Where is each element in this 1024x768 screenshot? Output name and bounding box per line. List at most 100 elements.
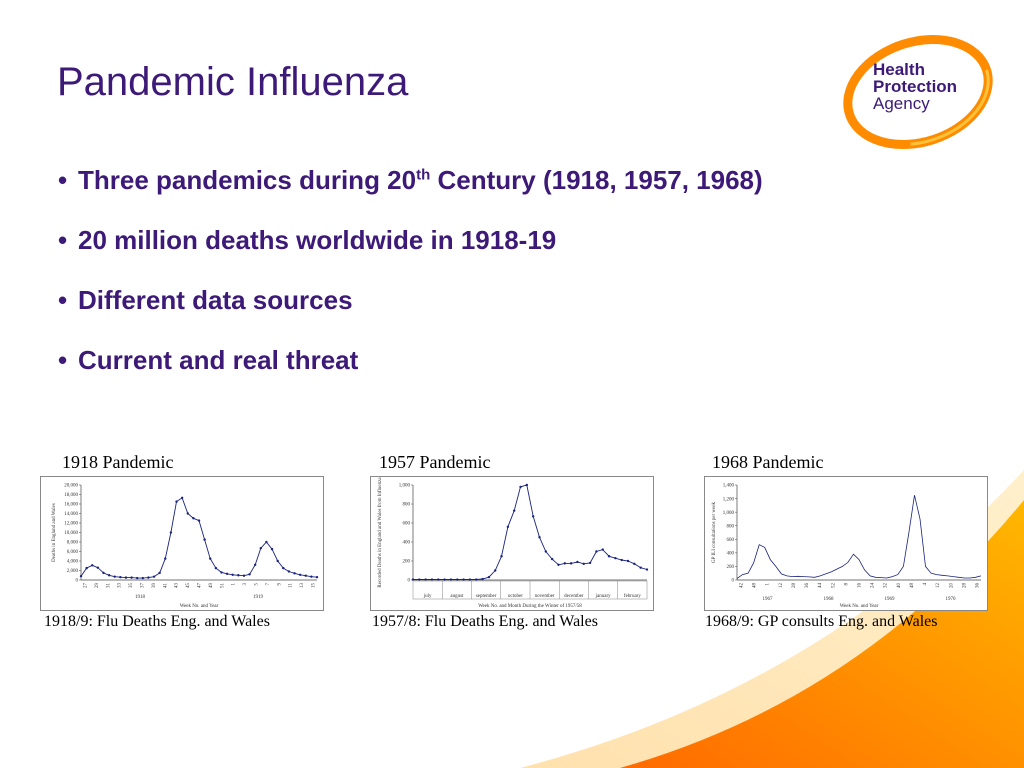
data-point	[645, 568, 649, 571]
x-tick-label: 42	[740, 583, 745, 589]
month-label: august	[450, 594, 464, 599]
hpa-logo-icon	[843, 34, 993, 150]
y-tick-label: 800	[403, 503, 411, 508]
x-tick-label: 7	[266, 583, 271, 586]
chart-3-caption: 1968/9: GP consults Eng. and Wales	[705, 613, 938, 630]
x-tick-label: 12	[936, 583, 941, 589]
data-point	[197, 519, 201, 522]
page-title: Pandemic Influenza	[57, 60, 409, 104]
data-point	[512, 509, 516, 512]
x-tick-label: 36	[805, 583, 810, 589]
x-tick-label: 48	[753, 583, 758, 589]
data-point	[418, 578, 421, 581]
data-point	[135, 576, 139, 580]
x-tick-label: 5	[255, 583, 260, 586]
data-point	[576, 560, 579, 564]
month-label: january	[595, 594, 611, 599]
x-tick-label: 45	[186, 583, 191, 589]
x-tick-label: 8	[844, 583, 849, 586]
year-label: 1968	[824, 597, 835, 602]
y-tick-label: 1,000	[399, 484, 411, 489]
data-point	[259, 546, 263, 550]
data-point	[175, 500, 178, 503]
data-point	[282, 566, 285, 570]
y-tick-label: 800	[727, 524, 735, 529]
logo-text: Health Protection Agency	[873, 61, 957, 112]
series-line	[413, 484, 648, 580]
data-point	[544, 550, 548, 553]
x-tick-label: 24	[871, 583, 876, 589]
chart-3: 0 200 400 600 800 1,000 1,200 1,400 GP ILI consu…	[704, 476, 988, 611]
data-point	[614, 556, 617, 560]
data-point	[169, 531, 173, 534]
y-tick-label: 6,000	[67, 550, 79, 555]
month-label: september	[476, 594, 497, 599]
x-tick-label: 4	[923, 583, 928, 586]
bullet-text: Current and real threat	[78, 345, 359, 375]
data-point	[582, 562, 585, 566]
y-tick-label: 12,000	[64, 522, 78, 527]
y-tick-label: 200	[403, 560, 411, 565]
chart-2: 0 200 400 600 800 1,000 Recorded Deaths in Eng…	[370, 476, 654, 611]
chart-3-svg: 0 200 400 600 800 1,000 1,200 1,400 GP ILI consu…	[712, 484, 982, 609]
data-point	[164, 557, 167, 560]
x-tick-label: 47	[198, 583, 203, 589]
y-tick-label: 600	[727, 538, 735, 543]
data-point	[237, 574, 240, 577]
chart-2-caption: 1957/8: Flu Deaths Eng. and Wales	[372, 613, 598, 630]
data-point	[639, 566, 642, 569]
data-point	[487, 575, 491, 579]
y-tick-label: 600	[403, 522, 411, 527]
x-tick-label: 37	[141, 583, 146, 589]
data-point	[588, 561, 592, 565]
y-tick-label: 20,000	[64, 484, 78, 489]
data-point	[130, 576, 133, 579]
x-tick-label: 33	[118, 583, 123, 589]
data-point	[500, 555, 503, 558]
chart-3-title: 1968 Pandemic	[712, 452, 824, 472]
data-point	[220, 571, 223, 574]
x-tick-label: 48	[910, 583, 915, 589]
bullet-dot-icon: •	[58, 225, 68, 255]
data-point	[443, 578, 446, 581]
bullet-dot-icon: •	[58, 345, 68, 375]
data-point	[214, 566, 218, 570]
x-tick-label: 28	[792, 583, 797, 589]
bullet-sup: th	[416, 166, 431, 184]
data-point	[287, 570, 291, 573]
y-tick-label: 2,000	[67, 569, 79, 574]
data-point	[242, 574, 246, 577]
x-axis-label: Week No. and Year	[180, 604, 219, 609]
data-point	[102, 571, 105, 575]
data-point	[569, 562, 573, 565]
x-tick-label: 13	[300, 583, 305, 589]
x-tick-label: 12	[779, 583, 784, 589]
x-tick-label: 20	[949, 583, 954, 589]
data-point	[91, 564, 94, 567]
data-point	[550, 557, 554, 561]
y-tick-label: 14,000	[64, 512, 78, 517]
x-tick-label: 31	[106, 583, 111, 589]
x-tick-label: 32	[884, 583, 889, 589]
data-point	[601, 548, 604, 551]
data-point	[626, 559, 630, 563]
data-point	[158, 571, 161, 575]
series-line	[80, 497, 318, 579]
bullet-item: • Three pandemics during 20th Century (19…	[58, 152, 763, 212]
data-point	[147, 576, 150, 579]
data-point	[265, 540, 268, 544]
x-tick-label: 16	[858, 583, 863, 589]
data-point	[430, 578, 434, 581]
month-label: october	[508, 594, 523, 599]
x-tick-label: 29	[95, 583, 100, 589]
data-point	[538, 536, 541, 539]
data-point	[107, 574, 111, 577]
x-tick-label: 1	[766, 583, 771, 586]
data-point	[113, 575, 116, 578]
data-point	[119, 575, 122, 579]
x-tick-label: 3	[243, 583, 248, 586]
data-point	[456, 578, 459, 581]
bullet-item: • Current and real threat	[58, 332, 763, 392]
y-tick-label: 0	[732, 579, 735, 584]
chart-1-caption: 1918/9: Flu Deaths Eng. and Wales	[44, 613, 270, 630]
